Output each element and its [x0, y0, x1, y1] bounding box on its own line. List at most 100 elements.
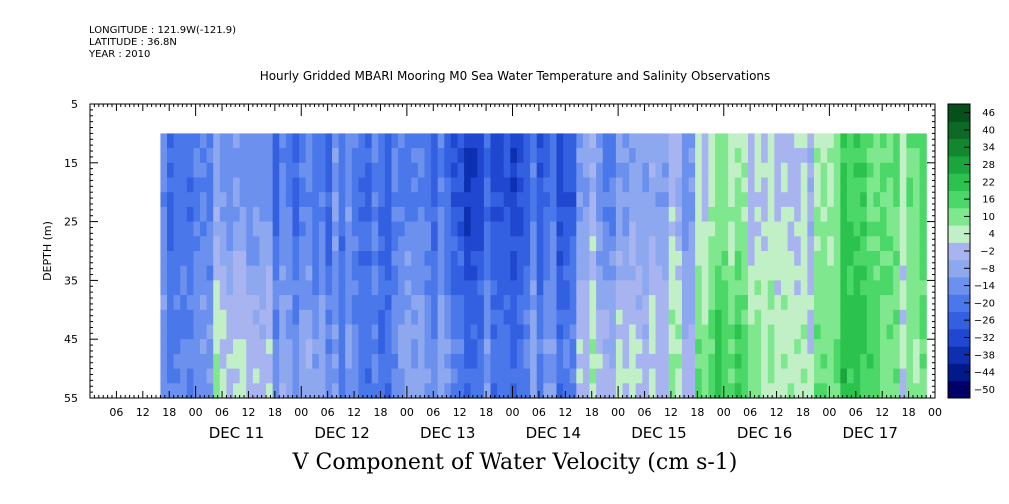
heatmap-cell [734, 383, 742, 399]
heatmap-cell [173, 309, 181, 326]
heatmap-cell [358, 221, 366, 237]
heatmap-cell [279, 192, 287, 208]
heatmap-cell [239, 148, 247, 164]
heatmap-cell [398, 280, 406, 296]
heatmap-cell [299, 353, 307, 370]
heatmap-cell [787, 133, 795, 149]
heatmap-cell [899, 206, 907, 223]
heatmap-cell [312, 353, 320, 370]
heatmap-cell [794, 368, 802, 384]
heatmap-cell [615, 221, 624, 237]
heatmap-cell [325, 206, 333, 223]
heatmap-cell [239, 265, 247, 281]
heatmap-cell [470, 324, 478, 340]
heatmap-cell [358, 295, 366, 311]
heatmap-cell [193, 162, 201, 179]
heatmap-cell [787, 383, 795, 399]
heatmap-cell [523, 383, 531, 399]
heatmap-cell [318, 265, 327, 281]
heatmap-cell [662, 353, 670, 370]
heatmap-cell [899, 309, 907, 326]
heatmap-cell [510, 206, 518, 223]
heatmap-cell [827, 177, 835, 193]
heatmap-cell [351, 309, 360, 326]
heatmap-cell [589, 133, 597, 149]
heatmap-cell [655, 133, 663, 149]
heatmap-cell [233, 280, 241, 296]
heatmap-cell [833, 265, 841, 281]
heatmap-cell [299, 206, 307, 223]
heatmap-cell [299, 339, 307, 355]
heatmap-cell [437, 162, 445, 179]
heatmap-cell [173, 324, 181, 340]
heatmap-cell [820, 251, 828, 267]
heatmap-cell [813, 206, 822, 223]
heatmap-cell [701, 383, 709, 399]
heatmap-cell [774, 339, 782, 355]
heatmap-cell [365, 162, 373, 179]
heatmap-cell [186, 206, 195, 223]
heatmap-cell [266, 177, 274, 193]
heatmap-cell [351, 353, 360, 370]
heatmap-cell [879, 324, 888, 340]
heatmap-cell [167, 206, 175, 223]
heatmap-cell [186, 251, 195, 267]
heatmap-cell [279, 339, 287, 355]
heatmap-cell [787, 148, 795, 164]
heatmap-cell [648, 251, 657, 267]
heatmap-cell [483, 133, 492, 149]
heatmap-cell [457, 339, 465, 355]
heatmap-cell [318, 353, 327, 370]
heatmap-cell [721, 353, 729, 370]
heatmap-cell [351, 295, 360, 311]
heatmap-cell [761, 206, 769, 223]
heatmap-cell [582, 265, 591, 281]
heatmap-cell [648, 221, 657, 237]
heatmap-cell [312, 206, 320, 223]
heatmap-cell [497, 236, 505, 252]
heatmap-cell [345, 177, 353, 193]
heatmap-cell [820, 309, 828, 326]
heatmap-cell [635, 236, 643, 252]
heatmap-cell [173, 221, 181, 237]
heatmap-cell [266, 280, 274, 296]
heatmap-cell [450, 251, 459, 267]
heatmap-cell [338, 368, 346, 384]
heatmap-cell [668, 221, 676, 237]
heatmap-cell [536, 353, 544, 370]
heatmap-cell [180, 295, 188, 311]
heatmap-cell [840, 324, 848, 340]
heatmap-cell [886, 221, 894, 237]
heatmap-cell [688, 148, 696, 164]
heatmap-cell [741, 177, 749, 193]
heatmap-cell [173, 339, 181, 355]
heatmap-cell [365, 324, 373, 340]
heatmap-cell [919, 177, 927, 193]
heatmap-cell [807, 353, 815, 370]
heatmap-cell [213, 177, 221, 193]
heatmap-cell [563, 177, 571, 193]
heatmap-cell [259, 295, 267, 311]
heatmap-cell [371, 339, 379, 355]
heatmap-cell [180, 265, 188, 281]
heatmap-cell [602, 383, 610, 399]
colorbar-label: −26 [974, 316, 995, 327]
heatmap-cell [688, 339, 696, 355]
heatmap-cell [906, 309, 914, 326]
heatmap-cell [226, 133, 234, 149]
heatmap-cell [860, 309, 868, 326]
heatmap-cell [384, 353, 393, 370]
heatmap-cell [860, 339, 868, 355]
heatmap-cell [609, 368, 617, 384]
heatmap-cell [609, 339, 617, 355]
heatmap-cell [794, 192, 802, 208]
heatmap-cell [675, 339, 683, 355]
y-tick-label: 55 [64, 392, 78, 405]
heatmap-cell [516, 162, 525, 179]
heatmap-cell [846, 177, 855, 193]
x-hour-label: 18 [796, 406, 810, 419]
heatmap-cell [160, 265, 168, 281]
heatmap-cell [318, 280, 327, 296]
heatmap-cell [721, 177, 729, 193]
heatmap-cell [233, 383, 241, 399]
